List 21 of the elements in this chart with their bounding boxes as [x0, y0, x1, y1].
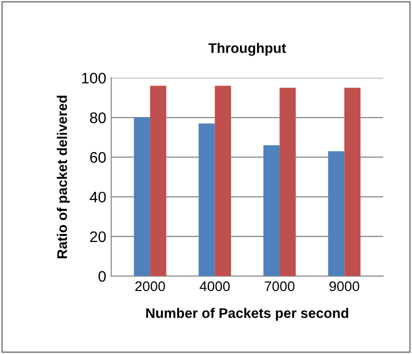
x-tick-label: 2000	[135, 281, 165, 292]
bar	[134, 118, 150, 276]
y-axis-title: Ratio of packet delivered	[56, 96, 70, 258]
x-tick-label: 7000	[264, 281, 294, 292]
x-tick-label: 4000	[200, 281, 230, 292]
bar	[328, 151, 344, 276]
y-tick-label: 40	[90, 192, 106, 203]
y-tick-label: 0	[98, 270, 106, 282]
bar	[198, 123, 215, 276]
bar	[263, 145, 280, 276]
bar	[150, 86, 166, 276]
y-tick-label: 20	[90, 231, 106, 242]
chart-title: Throughput	[208, 42, 286, 56]
y-tick-label: 100	[82, 72, 106, 84]
bar	[214, 86, 232, 276]
x-tick-label: 9000	[330, 281, 360, 292]
bar	[280, 88, 296, 276]
bar	[344, 88, 360, 276]
y-tick-label: 60	[90, 152, 106, 163]
y-tick-label: 80	[90, 112, 106, 124]
x-axis-title: Number of Packets per second	[146, 308, 348, 321]
